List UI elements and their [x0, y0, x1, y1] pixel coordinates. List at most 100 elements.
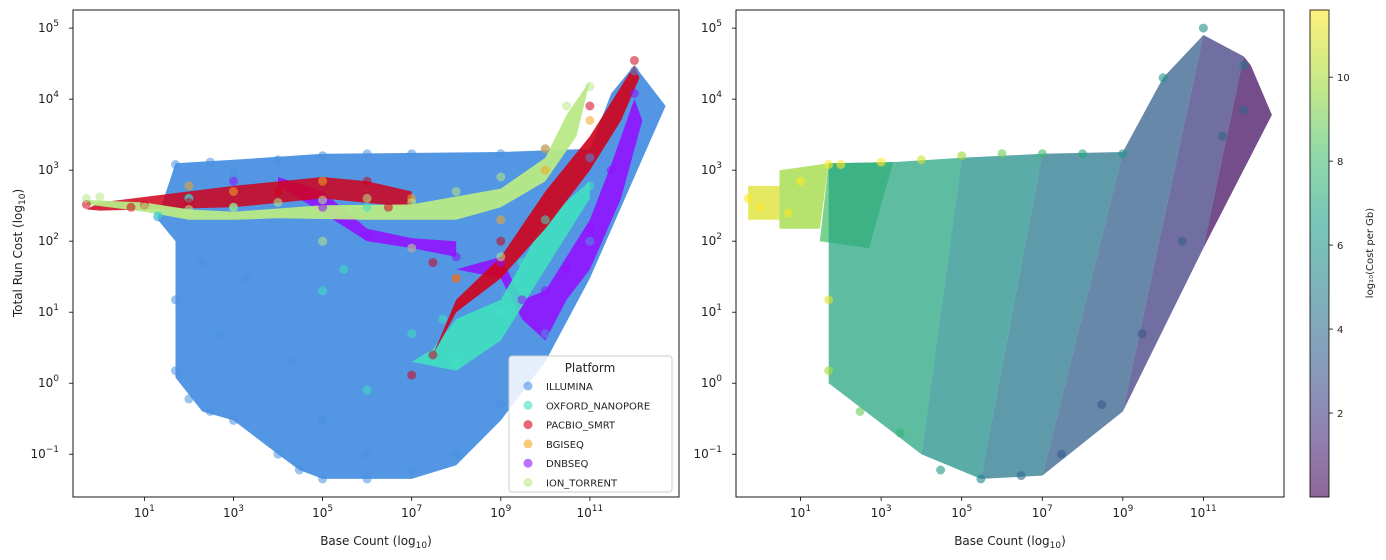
point-illumina	[629, 66, 639, 76]
right-x-tick-label: 109	[1112, 504, 1133, 520]
point-oxford_nanopore	[438, 314, 448, 324]
point-ion_torrent	[273, 198, 283, 207]
cost-band-8	[1203, 56, 1272, 249]
point-illumina	[229, 415, 238, 425]
cost-point	[755, 202, 765, 212]
cost-point	[855, 407, 865, 416]
cost-point	[1239, 60, 1249, 70]
point-pacbio_smrt	[383, 202, 393, 212]
cost-point	[824, 295, 834, 305]
point-illumina	[286, 357, 296, 367]
left-x-tick-label: 1011	[577, 504, 604, 520]
cost-point	[916, 155, 926, 165]
right-y-tick-label: 100	[701, 374, 722, 390]
right-x-tick-label: 107	[1032, 504, 1053, 520]
cost-point	[783, 208, 793, 218]
point-illumina	[171, 295, 180, 305]
point-dnbseq	[318, 202, 328, 212]
right-y-tick-label: 101	[701, 303, 722, 319]
legend-label-bgiseq: BGISEQ	[546, 440, 584, 451]
point-bgiseq	[540, 165, 550, 175]
dnbseq-region	[456, 99, 643, 341]
left-x-tick-label: 103	[223, 504, 244, 520]
right-plot-frame	[735, 9, 1285, 498]
cost-point	[1016, 471, 1026, 481]
point-dnbseq	[229, 176, 238, 186]
point-dnbseq	[585, 224, 595, 234]
cost-point	[824, 160, 834, 169]
right-scatter-panel: 101 103 105 107 109 1011 10−11001011021031041…	[693, 9, 1285, 551]
colorbar-tick-label: 10	[1337, 73, 1350, 84]
legend-marker-dnbseq	[523, 458, 533, 468]
point-oxford_nanopore	[451, 357, 461, 367]
point-bgiseq	[585, 116, 595, 125]
left-x-tick-label: 101	[134, 504, 155, 520]
cost-point	[1239, 105, 1249, 115]
point-bgiseq	[451, 273, 461, 283]
left-x-axis-ticks: 101 103 105 107 109 1011	[134, 497, 603, 520]
cost-point	[976, 474, 986, 484]
left-y-tick-label: 101	[38, 303, 59, 319]
left-scatter-panel: 101 103 105 107 109 1011 10−11001011021031041…	[11, 9, 680, 551]
right-y-tick-label: 103	[701, 161, 722, 177]
ion-torrent-region	[86, 81, 590, 220]
cost-point	[957, 151, 967, 161]
point-dnbseq	[362, 231, 372, 241]
cost-point	[1137, 329, 1147, 339]
point-ion_torrent	[496, 252, 506, 262]
point-oxford_nanopore	[362, 385, 372, 395]
point-ion_torrent	[139, 202, 149, 212]
legend-label-oxford_nanopore: OXFORD_NANOPORE	[546, 401, 650, 412]
point-illumina	[496, 149, 506, 159]
point-illumina	[318, 151, 328, 161]
point-bgiseq	[229, 187, 238, 196]
point-bgiseq	[184, 181, 194, 191]
left-scatter-points	[81, 56, 639, 484]
pacbio-band	[86, 177, 412, 211]
cost-band-7	[1122, 35, 1244, 412]
legend-label-ion_torrent: ION_TORRENT	[546, 479, 618, 490]
cost-point	[997, 149, 1007, 159]
point-oxford_nanopore	[318, 286, 328, 296]
point-illumina	[540, 329, 550, 339]
left-x-tick-label: 109	[490, 504, 511, 520]
point-illumina	[294, 465, 304, 475]
cost-point	[836, 160, 846, 169]
point-illumina	[362, 149, 372, 159]
legend-label-illumina: ILLUMINA	[546, 382, 593, 393]
point-pacbio_smrt	[428, 350, 438, 360]
point-pacbio_smrt	[126, 202, 136, 212]
left-x-tick-label: 107	[401, 504, 422, 520]
cost-band-6	[1042, 35, 1204, 476]
point-pacbio_smrt	[629, 56, 639, 65]
right-x-axis-title: Base Count (log10)	[954, 534, 1066, 551]
point-ion_torrent	[562, 101, 572, 111]
point-oxford_nanopore	[362, 202, 372, 212]
point-illumina	[585, 153, 595, 163]
point-oxford_nanopore	[517, 258, 527, 268]
colorbar-label: log₁₀(Cost per Gb)	[1365, 208, 1376, 298]
cost-band-0	[748, 185, 780, 220]
cost-point	[876, 157, 886, 167]
point-dnbseq	[451, 252, 461, 262]
colorbar-frame	[1309, 9, 1330, 498]
point-ion_torrent	[184, 204, 194, 214]
point-ion_torrent	[407, 198, 417, 207]
colorbar-tick-label: 8	[1337, 157, 1343, 168]
point-illumina	[451, 449, 461, 459]
legend-box	[508, 355, 673, 493]
cost-band-5	[980, 152, 1123, 479]
left-x-tick-label: 105	[312, 504, 333, 520]
cost-point	[1198, 23, 1208, 33]
point-ion_torrent	[95, 192, 105, 202]
cost-point	[1037, 149, 1047, 159]
colorbar: 2 4 6 8 10 log₁₀(Cost per Gb)	[1309, 9, 1376, 498]
pacbio-region	[432, 65, 640, 356]
right-x-tick-label: 103	[871, 504, 892, 520]
cost-point	[796, 176, 805, 186]
left-y-tick-label: 102	[38, 232, 59, 248]
left-y-axis-ticks: 10−1 100 101 102 103 104 105	[30, 19, 73, 461]
point-pacbio_smrt	[273, 187, 283, 196]
cost-point	[1057, 449, 1066, 459]
